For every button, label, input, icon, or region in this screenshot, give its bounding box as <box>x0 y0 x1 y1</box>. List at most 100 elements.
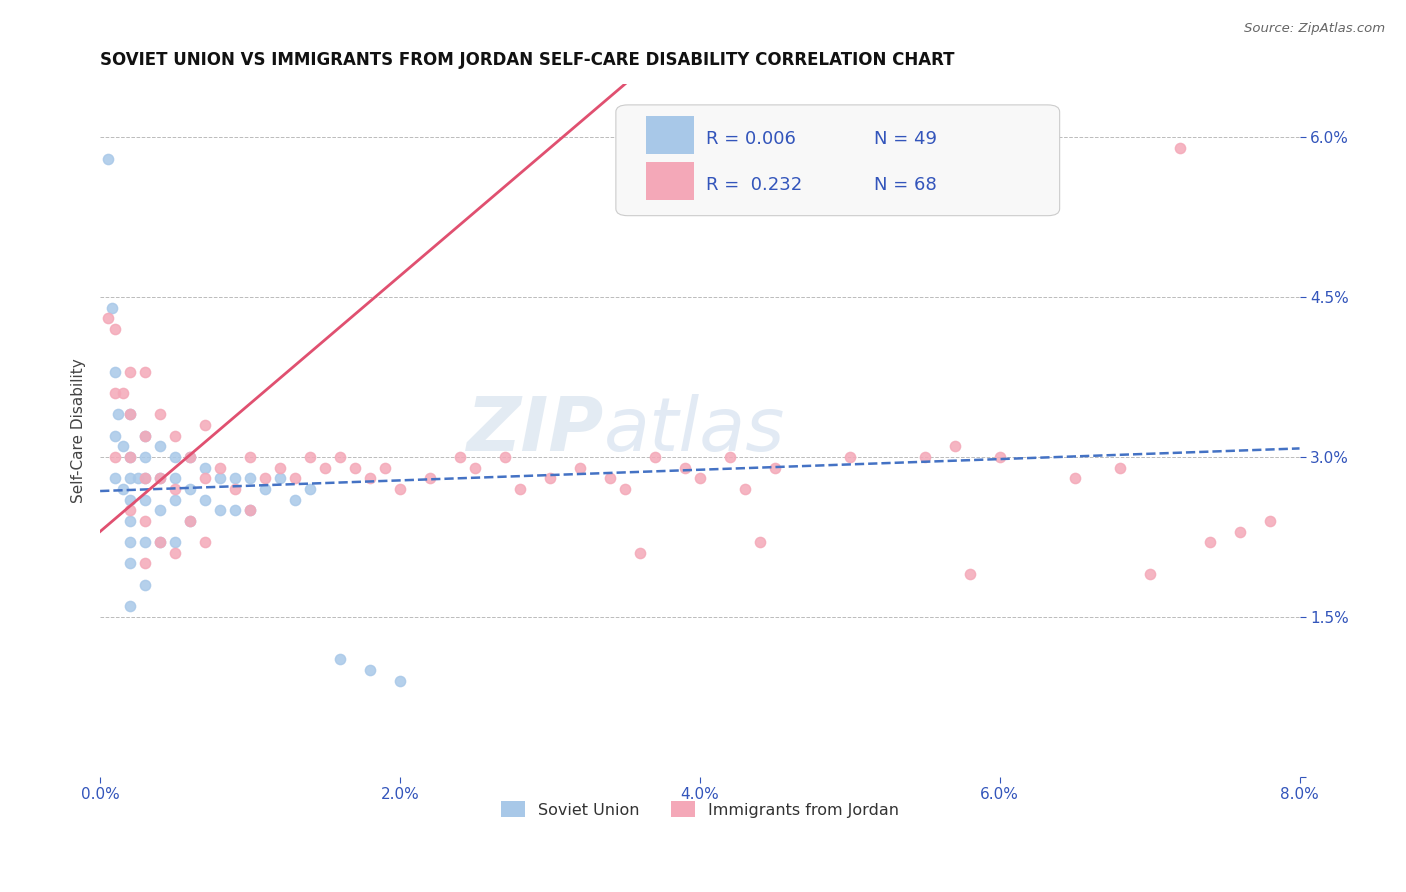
Point <box>120 408 142 422</box>
Point <box>734 482 756 496</box>
Point <box>120 450 142 464</box>
Point <box>120 365 142 379</box>
Point <box>224 471 246 485</box>
Point <box>104 365 127 379</box>
Point <box>254 482 277 496</box>
Point <box>179 482 201 496</box>
Point <box>149 471 172 485</box>
Point <box>374 460 396 475</box>
Point <box>194 492 217 507</box>
Point <box>165 535 187 549</box>
Point <box>134 557 156 571</box>
Point <box>388 673 411 688</box>
Point <box>134 428 156 442</box>
Point <box>224 503 246 517</box>
Point <box>209 471 232 485</box>
Point <box>299 482 322 496</box>
Point <box>343 460 366 475</box>
Point <box>388 482 411 496</box>
Point <box>239 503 262 517</box>
Point <box>568 460 591 475</box>
Point <box>613 482 636 496</box>
Point <box>134 514 156 528</box>
Point <box>239 503 262 517</box>
Point <box>254 471 277 485</box>
Point <box>120 599 142 613</box>
Point <box>149 503 172 517</box>
Point <box>269 471 291 485</box>
Point <box>104 471 127 485</box>
Text: atlas: atlas <box>603 394 786 467</box>
FancyBboxPatch shape <box>645 116 693 154</box>
Point <box>644 450 666 464</box>
Point <box>134 471 156 485</box>
Point <box>120 535 142 549</box>
Point <box>673 460 696 475</box>
Point <box>165 450 187 464</box>
Point <box>165 546 187 560</box>
Point <box>149 408 172 422</box>
Point <box>209 460 232 475</box>
Point <box>111 482 134 496</box>
Text: N = 49: N = 49 <box>873 130 936 148</box>
Point <box>329 450 352 464</box>
Point <box>149 535 172 549</box>
Point <box>165 492 187 507</box>
Point <box>120 514 142 528</box>
Point <box>209 503 232 517</box>
Point <box>134 450 156 464</box>
Point <box>104 450 127 464</box>
Point <box>943 439 966 453</box>
Point <box>1139 567 1161 582</box>
Point <box>359 663 381 677</box>
Point <box>104 322 127 336</box>
Point <box>97 311 120 326</box>
Point <box>224 482 246 496</box>
Point <box>179 514 201 528</box>
Point <box>1108 460 1130 475</box>
Point <box>194 535 217 549</box>
Legend: Soviet Union, Immigrants from Jordan: Soviet Union, Immigrants from Jordan <box>495 795 905 824</box>
Point <box>149 439 172 453</box>
Point <box>194 471 217 485</box>
Point <box>914 450 936 464</box>
Point <box>959 567 981 582</box>
Point <box>120 492 142 507</box>
Point <box>419 471 441 485</box>
Point <box>1229 524 1251 539</box>
Point <box>107 408 129 422</box>
Point <box>1258 514 1281 528</box>
Point <box>165 471 187 485</box>
Point <box>284 492 307 507</box>
Point <box>120 471 142 485</box>
Point <box>179 514 201 528</box>
Point <box>329 652 352 666</box>
Point <box>134 578 156 592</box>
Point <box>509 482 531 496</box>
Point <box>464 460 486 475</box>
Point <box>718 450 741 464</box>
Point <box>134 365 156 379</box>
Point <box>763 460 786 475</box>
Point <box>179 450 201 464</box>
Point <box>179 450 201 464</box>
Point <box>97 152 120 166</box>
Point <box>134 492 156 507</box>
Point <box>538 471 561 485</box>
Y-axis label: Self-Care Disability: Self-Care Disability <box>72 358 86 503</box>
FancyBboxPatch shape <box>645 161 693 200</box>
Point <box>988 450 1011 464</box>
Point <box>299 450 322 464</box>
Text: N = 68: N = 68 <box>873 176 936 194</box>
Point <box>314 460 336 475</box>
Point <box>134 471 156 485</box>
Point <box>127 471 149 485</box>
Point <box>1063 471 1085 485</box>
Point <box>748 535 770 549</box>
FancyBboxPatch shape <box>616 105 1060 216</box>
Point <box>239 471 262 485</box>
Point <box>449 450 471 464</box>
Point <box>628 546 651 560</box>
Point <box>120 450 142 464</box>
Point <box>134 428 156 442</box>
